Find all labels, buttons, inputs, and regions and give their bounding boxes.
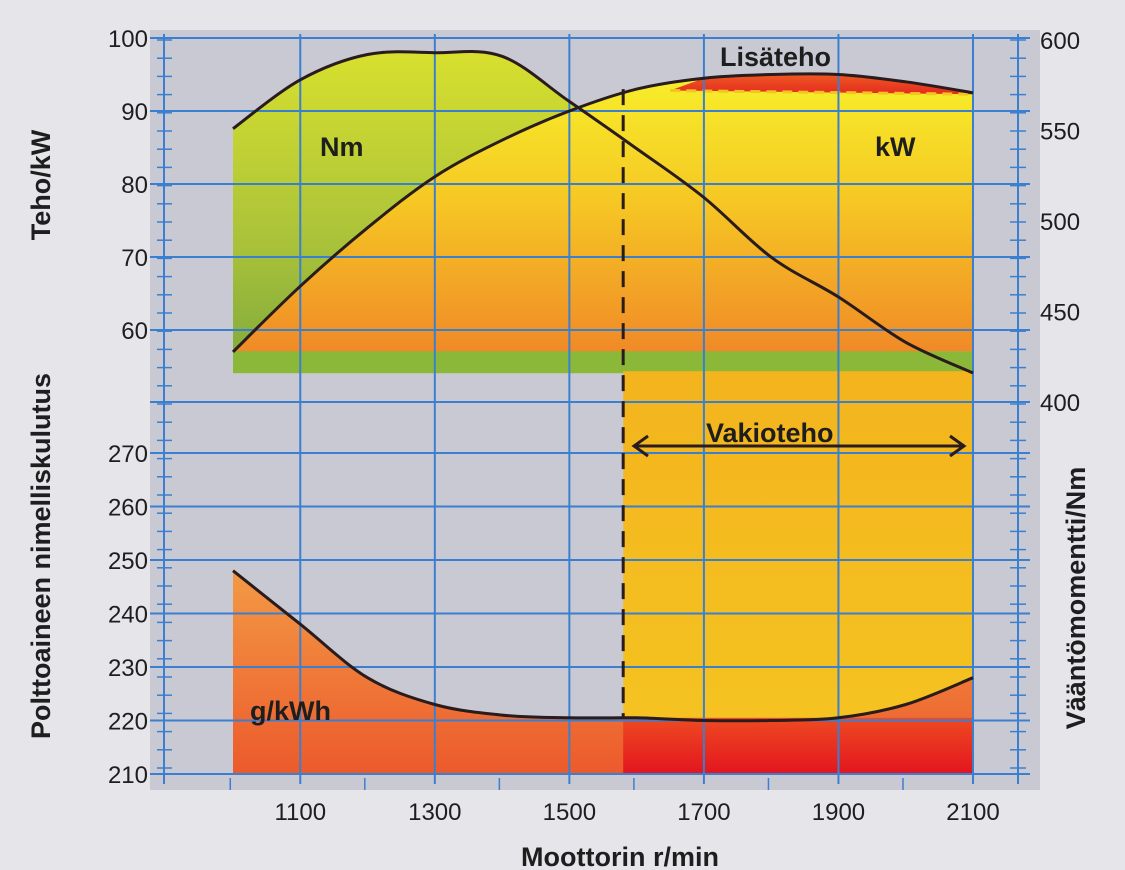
y-right-tick-label: 600 [1040, 28, 1080, 55]
y-left-bottom-tick-label: 210 [108, 762, 148, 789]
vakioteho-arrow [631, 434, 967, 458]
x-tick-label: 1900 [812, 799, 865, 826]
power-area [233, 73, 973, 352]
y-right-tick-label: 450 [1040, 300, 1080, 327]
x-tick-label: 2100 [946, 799, 999, 826]
fuel-curve [232, 569, 974, 723]
series-label-gkwh: g/kWh [250, 696, 331, 726]
base-band [233, 351, 973, 374]
y-left-top-tick-label: 70 [121, 245, 148, 272]
grid-lines [150, 34, 1030, 790]
torque-curve [232, 50, 974, 375]
y-left-top-tick-label: 80 [121, 172, 148, 199]
x-tick-label: 1300 [408, 799, 461, 826]
area-fills [233, 51, 974, 774]
y-right-tick-label: 400 [1040, 390, 1080, 417]
power-curve [231, 72, 974, 353]
y-left-top-tick-label: 100 [108, 26, 148, 53]
x-tick-label: 1700 [677, 799, 730, 826]
x-tick-label: 1100 [274, 799, 326, 826]
y-right-tick-label: 550 [1040, 119, 1080, 146]
y-right-tick-label: 500 [1040, 209, 1080, 236]
y-left-top-tick-label: 60 [121, 318, 148, 345]
y-left-top-tick-label: 90 [121, 99, 148, 126]
y-left-bottom-tick-label: 260 [108, 495, 148, 522]
extra-power-area [670, 73, 973, 95]
extra-power-dashed-line [670, 89, 974, 96]
left-bottom-axis-title: Polttoaineen nimelliskulutus [26, 373, 56, 739]
x-axis-title: Moottorin r/min [521, 842, 719, 870]
left-top-axis-title: Teho/kW [26, 129, 56, 240]
annotation-lisateho: Lisäteho [720, 42, 831, 72]
axis-ticks: 100 90 80 70 60 270 260 250 240 230 220 210 600 550 50… [108, 26, 1080, 826]
y-left-bottom-tick-label: 270 [108, 441, 148, 468]
fuel-area-constant-power [623, 717, 973, 774]
y-left-bottom-tick-label: 240 [108, 602, 148, 629]
y-left-bottom-tick-label: 250 [108, 548, 148, 575]
series-label-kw: kW [875, 132, 916, 162]
y-left-bottom-tick-label: 220 [108, 709, 148, 736]
annotation-vakioteho: Vakioteho [706, 418, 834, 448]
y-left-bottom-tick-label: 230 [108, 655, 148, 682]
x-tick-label: 1500 [543, 799, 596, 826]
series-label-nm: Nm [320, 132, 364, 162]
right-axis-title: Vääntömomentti/Nm [1061, 467, 1091, 730]
series-curves [231, 50, 974, 723]
